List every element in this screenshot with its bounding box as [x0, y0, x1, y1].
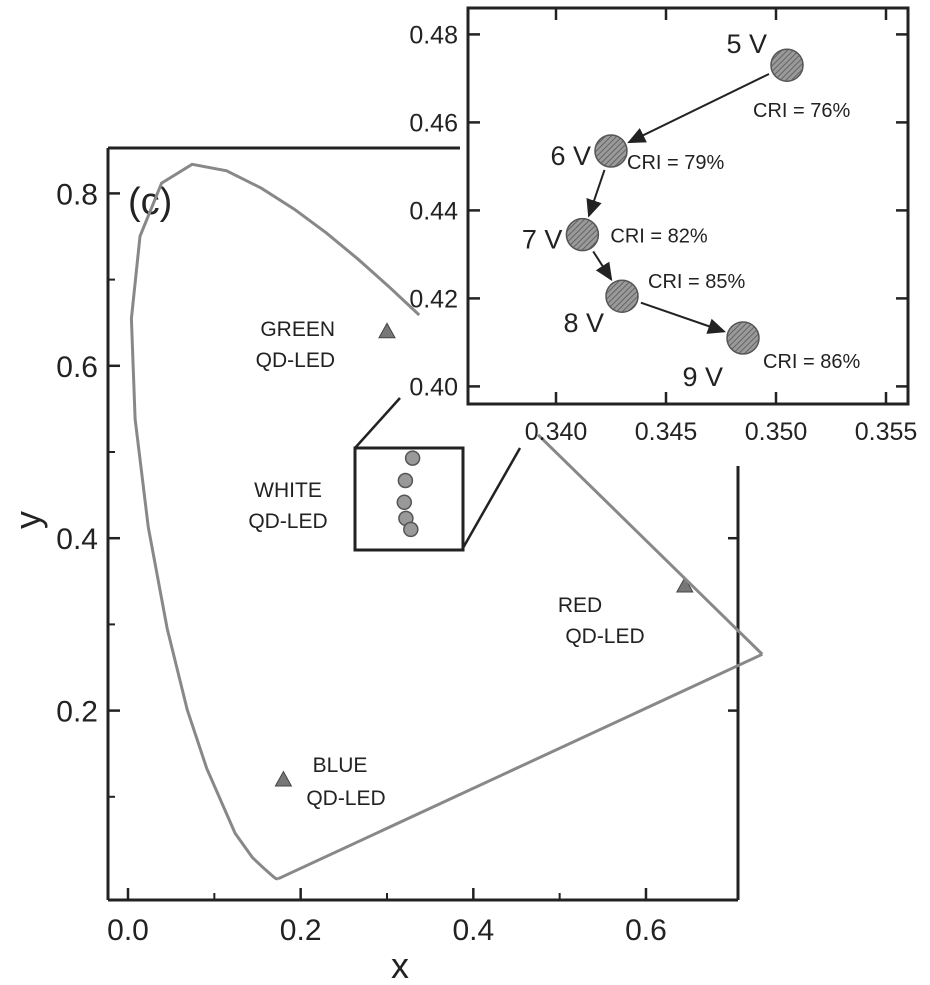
inset-y-tick-label: 0.46 — [409, 109, 458, 137]
inset-cri-point — [594, 134, 628, 168]
white-qd-led-point — [396, 494, 413, 511]
inset-x-tick-label: 0.350 — [745, 418, 808, 446]
voltage-label: 8 V — [563, 308, 604, 338]
zoom-connector-bottom — [461, 447, 522, 549]
blue-label-line1: BLUE — [313, 754, 368, 777]
voltage-label: 5 V — [726, 29, 767, 59]
voltage-label: 6 V — [550, 141, 591, 171]
qd-led-marker — [675, 576, 694, 593]
x-tick-label: 0.0 — [107, 914, 149, 947]
white-qd-led-point — [397, 472, 414, 489]
cri-label: CRI = 86% — [763, 351, 860, 373]
voltage-label: 7 V — [522, 225, 563, 255]
white-label-line1: WHITE — [254, 479, 322, 502]
inset-plot: 0.340 0.345 0.350 0.355 0.40 0.42 0.44 0.46 0.48… — [409, 6, 918, 446]
red-label-line1: RED — [558, 594, 602, 617]
spectral-locus-red-edge — [537, 433, 764, 656]
cri-label: CRI = 82% — [610, 226, 707, 248]
inset-arrow — [592, 250, 613, 282]
white-qd-led-point — [403, 521, 419, 538]
y-tick-label: 0.8 — [56, 178, 98, 211]
qd-led-marker — [378, 322, 396, 339]
inset-y-tick-label: 0.48 — [409, 21, 458, 49]
qd-led-marker — [274, 770, 293, 787]
inset-arrow — [586, 169, 606, 218]
inset-arrow — [627, 73, 770, 144]
inset-x-tick-label: 0.355 — [855, 418, 918, 446]
inset-y-tick-label: 0.40 — [409, 373, 458, 401]
panel-label: (c) — [128, 181, 172, 223]
zoom-box — [353, 446, 465, 552]
inset-cri-point — [605, 279, 639, 313]
y-tick-label: 0.6 — [56, 351, 98, 384]
purple-line — [277, 652, 763, 881]
green-label-line2: QD-LED — [256, 349, 335, 372]
cri-label: CRI = 76% — [753, 100, 850, 122]
inset-x-tick-label: 0.340 — [525, 418, 588, 446]
zoom-connector-top — [354, 397, 401, 449]
x-tick-label: 0.2 — [280, 914, 322, 947]
inset-frame — [466, 6, 910, 406]
spectral-locus-curve — [129, 162, 421, 881]
red-label-line2: QD-LED — [565, 625, 644, 648]
x-tick-label: 0.4 — [452, 914, 494, 947]
y-axis-title: y — [7, 511, 48, 529]
y-tick-label: 0.4 — [56, 523, 98, 556]
cri-label: CRI = 79% — [627, 152, 724, 174]
x-axis-title: x — [391, 945, 409, 985]
inset-arrow — [640, 301, 726, 334]
inset-x-tick-label: 0.345 — [635, 418, 698, 446]
y-tick-label: 0.2 — [56, 696, 98, 729]
inset-cri-point — [770, 48, 804, 82]
inset-cri-point — [565, 217, 600, 252]
white-label-line2: QD-LED — [248, 510, 327, 533]
main-plot: 0.0 0.2 0.4 0.6 0.2 0.4 0.6 0.8 x y (c) GREEN Q… — [7, 146, 764, 985]
green-label-line1: GREEN — [260, 318, 335, 341]
cri-label: CRI = 85% — [648, 271, 745, 293]
inset-y-tick-label: 0.42 — [409, 285, 458, 313]
blue-label-line2: QD-LED — [306, 787, 385, 810]
white-qd-led-point — [404, 450, 421, 466]
voltage-label: 9 V — [682, 362, 723, 392]
inset-cri-point — [726, 321, 760, 355]
inset-y-tick-label: 0.44 — [409, 197, 458, 225]
x-tick-label: 0.6 — [625, 914, 667, 947]
